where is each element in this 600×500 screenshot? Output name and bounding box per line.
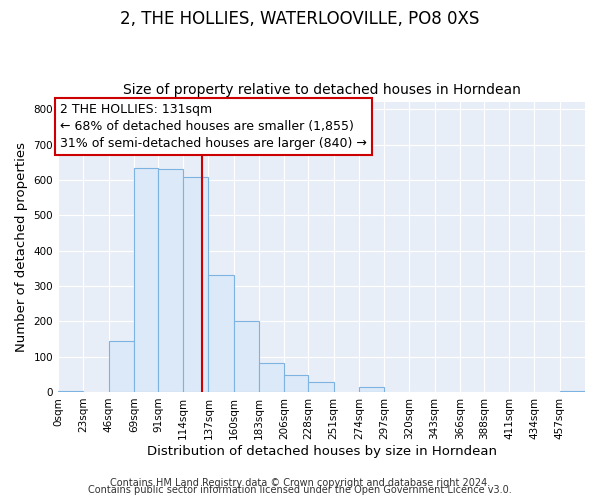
Y-axis label: Number of detached properties: Number of detached properties xyxy=(15,142,28,352)
Bar xyxy=(183,176,208,392)
Bar xyxy=(109,342,134,392)
Text: Contains HM Land Registry data © Crown copyright and database right 2024.: Contains HM Land Registry data © Crown c… xyxy=(110,478,490,488)
Title: Size of property relative to detached houses in Horndean: Size of property relative to detached ho… xyxy=(122,83,520,97)
X-axis label: Distribution of detached houses by size in Horndean: Distribution of detached houses by size … xyxy=(146,444,497,458)
Bar xyxy=(284,376,308,392)
Bar xyxy=(308,382,334,392)
Bar xyxy=(359,388,384,392)
Bar xyxy=(233,322,259,392)
Text: Contains public sector information licensed under the Open Government Licence v3: Contains public sector information licen… xyxy=(88,485,512,495)
Text: 2, THE HOLLIES, WATERLOOVILLE, PO8 0XS: 2, THE HOLLIES, WATERLOOVILLE, PO8 0XS xyxy=(121,10,479,28)
Bar xyxy=(259,362,284,392)
Bar xyxy=(208,274,233,392)
Bar xyxy=(158,168,183,392)
Text: 2 THE HOLLIES: 131sqm
← 68% of detached houses are smaller (1,855)
31% of semi-d: 2 THE HOLLIES: 131sqm ← 68% of detached … xyxy=(60,103,367,150)
Bar xyxy=(58,391,83,392)
Bar xyxy=(560,391,585,392)
Bar xyxy=(134,168,158,392)
